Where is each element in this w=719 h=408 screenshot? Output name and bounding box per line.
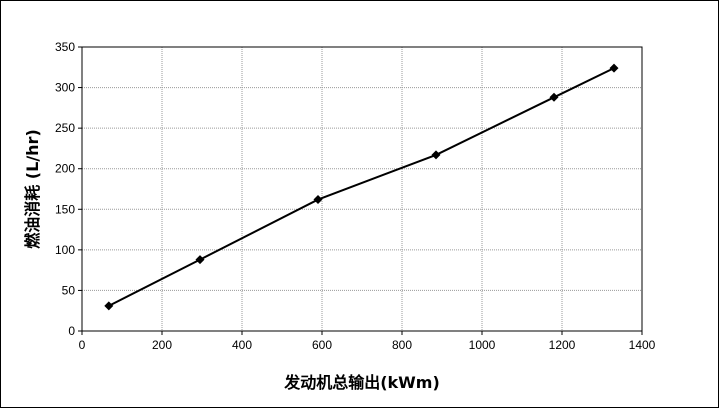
x-tick-label: 200: [152, 338, 172, 352]
series-layer: [104, 64, 618, 311]
x-tick-label: 0: [79, 338, 86, 352]
x-tick-label: 400: [232, 338, 252, 352]
y-tick-label: 150: [55, 202, 75, 216]
data-point-marker: [610, 64, 619, 73]
y-tick-label: 250: [55, 121, 75, 135]
x-tick-label: 1000: [469, 338, 496, 352]
grid-lines: [82, 47, 642, 331]
data-point-marker: [314, 195, 323, 204]
data-point-marker: [550, 93, 559, 102]
x-tick-label: 600: [312, 338, 332, 352]
plot-area: [82, 47, 642, 331]
y-tick-label: 50: [62, 283, 76, 297]
axis-ticks: 0 200 400 600 800 1000 1200 1400 0 50 100 150 200 250…: [55, 40, 656, 352]
x-axis-title: 发动机总输出(kWm): [283, 373, 440, 392]
x-tick-label: 1400: [629, 338, 656, 352]
series-line: [109, 68, 614, 306]
x-tick-label: 1200: [549, 338, 576, 352]
y-tick-label: 350: [55, 40, 75, 54]
x-tick-label: 800: [392, 338, 412, 352]
y-tick-label: 100: [55, 243, 75, 257]
y-tick-label: 300: [55, 81, 75, 95]
y-axis-title: 燃油消耗 (L/hr): [23, 129, 42, 249]
y-tick-label: 0: [68, 324, 75, 338]
y-tick-label: 200: [55, 162, 75, 176]
data-point-marker: [196, 255, 205, 264]
data-point-marker: [432, 150, 441, 159]
data-point-marker: [104, 301, 113, 310]
